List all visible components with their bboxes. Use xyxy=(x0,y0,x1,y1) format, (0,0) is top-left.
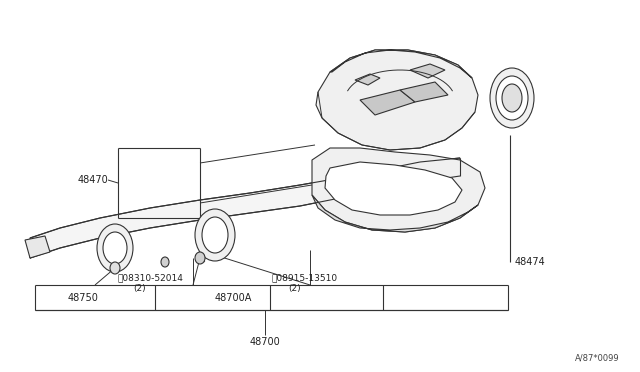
Ellipse shape xyxy=(502,84,522,112)
Text: (2): (2) xyxy=(133,283,146,292)
Ellipse shape xyxy=(202,217,228,253)
Text: 48750: 48750 xyxy=(68,293,99,303)
Ellipse shape xyxy=(97,224,133,272)
Text: 48474: 48474 xyxy=(515,257,546,267)
Polygon shape xyxy=(360,90,415,115)
Ellipse shape xyxy=(195,252,205,264)
Polygon shape xyxy=(410,64,445,78)
Polygon shape xyxy=(330,50,472,78)
Ellipse shape xyxy=(490,68,534,128)
Ellipse shape xyxy=(496,76,528,120)
Text: (2): (2) xyxy=(288,283,301,292)
Text: A/87*0099: A/87*0099 xyxy=(575,353,620,362)
Polygon shape xyxy=(325,162,462,215)
Polygon shape xyxy=(312,148,485,232)
Text: Ⓡ08915-13510: Ⓡ08915-13510 xyxy=(272,273,338,282)
Text: 48700A: 48700A xyxy=(215,293,252,303)
Text: Ⓜ08310-52014: Ⓜ08310-52014 xyxy=(117,273,183,282)
Text: 48470: 48470 xyxy=(77,175,108,185)
Polygon shape xyxy=(30,158,460,258)
Ellipse shape xyxy=(103,232,127,264)
Polygon shape xyxy=(316,50,478,150)
Text: 48700: 48700 xyxy=(250,337,280,347)
Polygon shape xyxy=(25,236,50,258)
Polygon shape xyxy=(312,195,478,232)
Ellipse shape xyxy=(161,257,169,267)
Polygon shape xyxy=(400,82,448,102)
Ellipse shape xyxy=(110,262,120,274)
Ellipse shape xyxy=(195,209,235,261)
Polygon shape xyxy=(355,74,380,85)
